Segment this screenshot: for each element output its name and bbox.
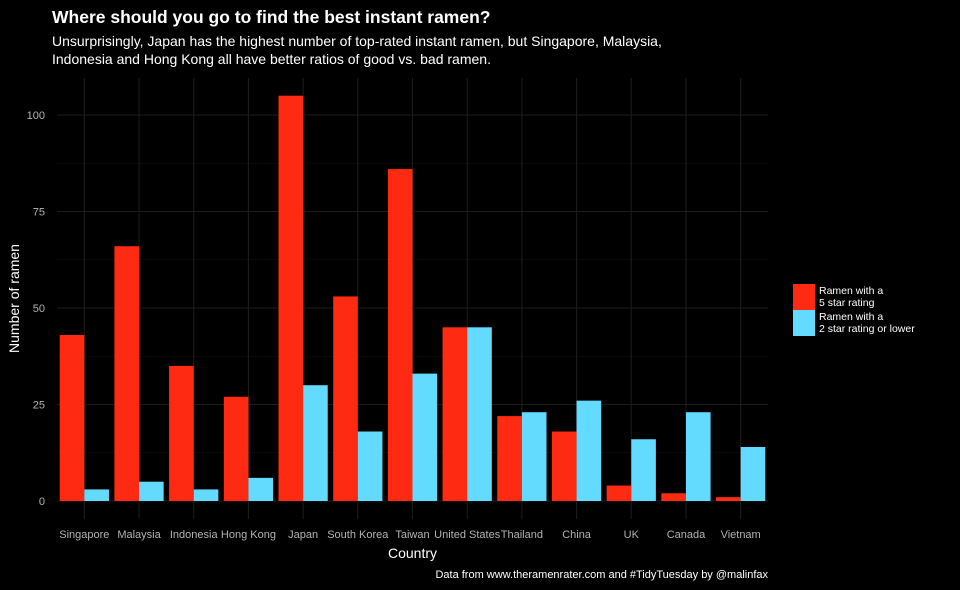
y-tick-label: 25 [33, 400, 45, 412]
bar-five-star-south-korea [333, 296, 358, 501]
y-tick-label: 0 [39, 496, 45, 508]
bar-two-star-japan [303, 385, 328, 501]
chart-caption: Data from www.theramenrater.com and #Tid… [435, 569, 768, 581]
bar-five-star-malaysia [114, 246, 140, 501]
bar-two-star-south-korea [357, 431, 383, 501]
x-tick-labels: Singapore Malaysia Indonesia Hong Kong Japan… [59, 529, 760, 541]
bar-two-star-china [576, 400, 602, 501]
bar-five-star-china [551, 431, 577, 501]
x-tick-label: UK [624, 529, 640, 541]
x-tick-label: United States [434, 529, 501, 541]
bar-five-star-hong-kong [223, 396, 249, 501]
x-tick-label: Malaysia [117, 529, 161, 541]
bar-two-star-united-states [467, 327, 492, 501]
x-tick-label: Japan [288, 529, 318, 541]
bar-two-star-indonesia [193, 489, 219, 501]
x-tick-label: Vietnam [721, 529, 761, 541]
bar-two-star-vietnam [740, 446, 766, 501]
y-tick-label: 50 [33, 303, 45, 315]
x-tick-label: Indonesia [170, 529, 219, 541]
y-axis-title: Number of ramen [6, 244, 22, 353]
legend-item-five-star: Ramen with a 5 star rating [793, 284, 915, 310]
legend-item-two-star: Ramen with a 2 star rating or lower [793, 310, 915, 336]
x-tick-label: Canada [667, 529, 706, 541]
bar-two-star-hong-kong [248, 477, 274, 501]
chart-subtitle: Unsurprisingly, Japan has the highest nu… [52, 33, 662, 67]
bar-two-star-canada [685, 412, 711, 501]
x-tick-label: Singapore [59, 529, 109, 541]
bar-two-star-thailand [521, 412, 547, 501]
y-tick-label: 75 [33, 207, 45, 219]
legend-swatch-two-star [793, 310, 815, 336]
legend-label-five-star: Ramen with a 5 star rating [819, 285, 884, 309]
x-tick-label: Taiwan [395, 529, 429, 541]
bar-five-star-japan [278, 95, 304, 501]
y-tick-label: 100 [27, 110, 45, 122]
bar-five-star-indonesia [169, 365, 194, 501]
bar-five-star-vietnam [716, 497, 741, 501]
bars [59, 95, 766, 502]
bar-five-star-thailand [497, 416, 522, 501]
bar-two-star-singapore [84, 489, 109, 501]
x-axis-title: Country [388, 545, 437, 561]
legend-label-two-star: Ramen with a 2 star rating or lower [819, 311, 915, 335]
x-tick-label: China [562, 529, 592, 541]
bar-two-star-malaysia [139, 481, 164, 501]
legend: Ramen with a 5 star rating Ramen with a … [793, 284, 915, 336]
bar-five-star-canada [661, 493, 686, 501]
chart-title: Where should you go to find the best ins… [52, 7, 491, 27]
bar-two-star-uk [631, 439, 656, 501]
bar-five-star-uk [606, 485, 632, 501]
bar-five-star-taiwan [387, 169, 413, 502]
x-tick-label: Thailand [501, 529, 543, 541]
x-tick-label: Hong Kong [221, 529, 276, 541]
bar-five-star-singapore [59, 335, 85, 501]
legend-swatch-five-star [793, 284, 815, 310]
y-tick-labels: 0 25 50 75 100 [27, 110, 45, 508]
x-tick-label: South Korea [327, 529, 389, 541]
bar-two-star-taiwan [412, 373, 438, 501]
bar-five-star-united-states [442, 327, 468, 501]
